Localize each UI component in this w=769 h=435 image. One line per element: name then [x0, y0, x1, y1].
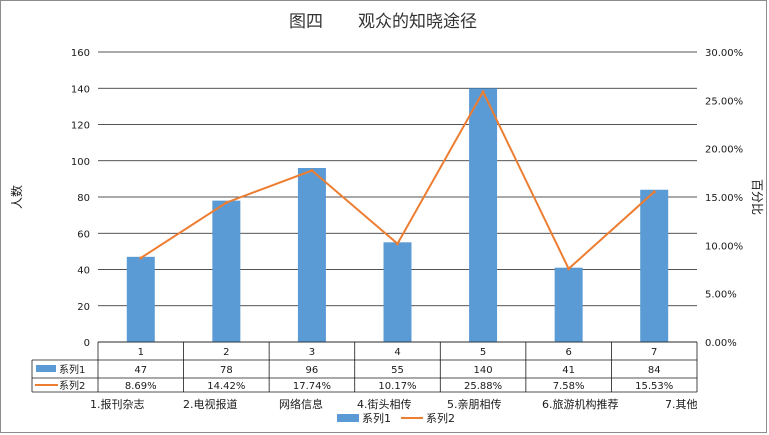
line-point — [652, 190, 656, 194]
x-tick-label: 4 — [394, 347, 400, 358]
y-tick-label: 140 — [71, 84, 90, 95]
bar-series — [126, 88, 669, 342]
bar — [297, 168, 326, 342]
y-right-tick-label: 30.00% — [705, 48, 743, 59]
data-label: 14.42% — [207, 381, 245, 392]
y-right-tick-label: 0.00% — [705, 338, 737, 349]
y-right-tick-label: 15.00% — [705, 193, 743, 204]
data-table: 1 2 3 4 5 6 7 系列1 系列2 47 78 96 55 140 41 84 8.69% 14.42% 1… — [31, 341, 698, 393]
chart-title-left: 图四 — [289, 12, 323, 32]
data-label: 84 — [648, 365, 661, 376]
x-tick-label: 3 — [309, 347, 315, 358]
x-tick-label: 2 — [223, 347, 229, 358]
category-note: 4.街头相传 — [357, 397, 412, 411]
y-tick-label: 100 — [71, 157, 90, 168]
table-row-header: 系列2 — [59, 379, 85, 392]
data-label: 47 — [134, 365, 147, 376]
y-tick-label: 120 — [71, 121, 90, 132]
data-label: 25.88% — [464, 381, 502, 392]
y-axis-right: 0.00% 5.00% 10.00% 15.00% 20.00% 25.00% 30.00% — [705, 48, 743, 349]
legend-label: 系列2 — [426, 411, 455, 425]
bar — [212, 200, 241, 342]
line-point — [567, 267, 571, 271]
x-tick-label: 5 — [480, 347, 486, 358]
chart-title: 图四 观众的知晓途径 — [289, 12, 477, 32]
y-tick-label: 80 — [77, 193, 90, 204]
legend-key-bar — [337, 414, 359, 422]
legend-label: 系列1 — [362, 411, 391, 425]
data-label: 15.53% — [635, 381, 673, 392]
y-axis-left: 0 20 40 60 80 100 120 140 160 — [71, 48, 90, 349]
y-axis-title: 人数 — [9, 185, 24, 209]
y-right-tick-label: 20.00% — [705, 145, 743, 156]
data-label: 96 — [306, 365, 319, 376]
y-tick-label: 0 — [84, 338, 90, 349]
category-note: 6.旅游机构推荐 — [542, 397, 619, 411]
bar — [383, 242, 412, 342]
y-tick-label: 60 — [77, 229, 90, 240]
x-tick-label: 6 — [565, 347, 571, 358]
bar — [554, 267, 583, 342]
x-tick-label: 7 — [651, 347, 657, 358]
line-point — [139, 256, 143, 260]
line-point — [481, 90, 485, 94]
category-note: 1.报刊杂志 — [90, 397, 145, 411]
bar — [469, 88, 498, 342]
data-label: 7.58% — [553, 381, 585, 392]
data-label: 78 — [220, 365, 233, 376]
y-axis-right-title: 百分比 — [750, 179, 764, 215]
category-note: 2.电视报道 — [183, 397, 238, 411]
category-notes: 1.报刊杂志 2.电视报道 网络信息 4.街头相传 5.亲朋相传 6.旅游机构推荐 7.其他 — [90, 397, 698, 411]
bar — [640, 189, 669, 342]
gridlines — [98, 51, 697, 343]
x-tick-label: 1 — [138, 347, 144, 358]
category-note: 网络信息 — [279, 397, 323, 411]
data-label: 140 — [474, 365, 493, 376]
y-tick-label: 160 — [71, 48, 90, 59]
data-label: 8.69% — [125, 381, 157, 392]
legend: 系列1 系列2 — [337, 411, 455, 425]
category-note: 7.其他 — [665, 398, 698, 411]
y-right-tick-label: 10.00% — [705, 241, 743, 252]
category-note: 5.亲朋相传 — [447, 397, 502, 411]
line-point — [396, 242, 399, 246]
line-series — [139, 89, 656, 271]
data-label: 41 — [562, 365, 575, 376]
line-point — [224, 201, 228, 205]
y-right-tick-label: 5.00% — [705, 290, 737, 301]
y-tick-label: 20 — [77, 302, 90, 313]
data-label: 55 — [391, 365, 404, 376]
line-point — [310, 169, 314, 173]
data-label: 10.17% — [378, 381, 416, 392]
bar — [126, 256, 155, 342]
table-legend-key-bar — [36, 365, 56, 372]
table-row-header: 系列1 — [59, 363, 85, 376]
chart-title-right: 观众的知晓途径 — [358, 12, 477, 32]
y-right-tick-label: 25.00% — [705, 96, 743, 107]
y-tick-label: 40 — [77, 266, 90, 277]
data-label: 17.74% — [293, 381, 331, 392]
